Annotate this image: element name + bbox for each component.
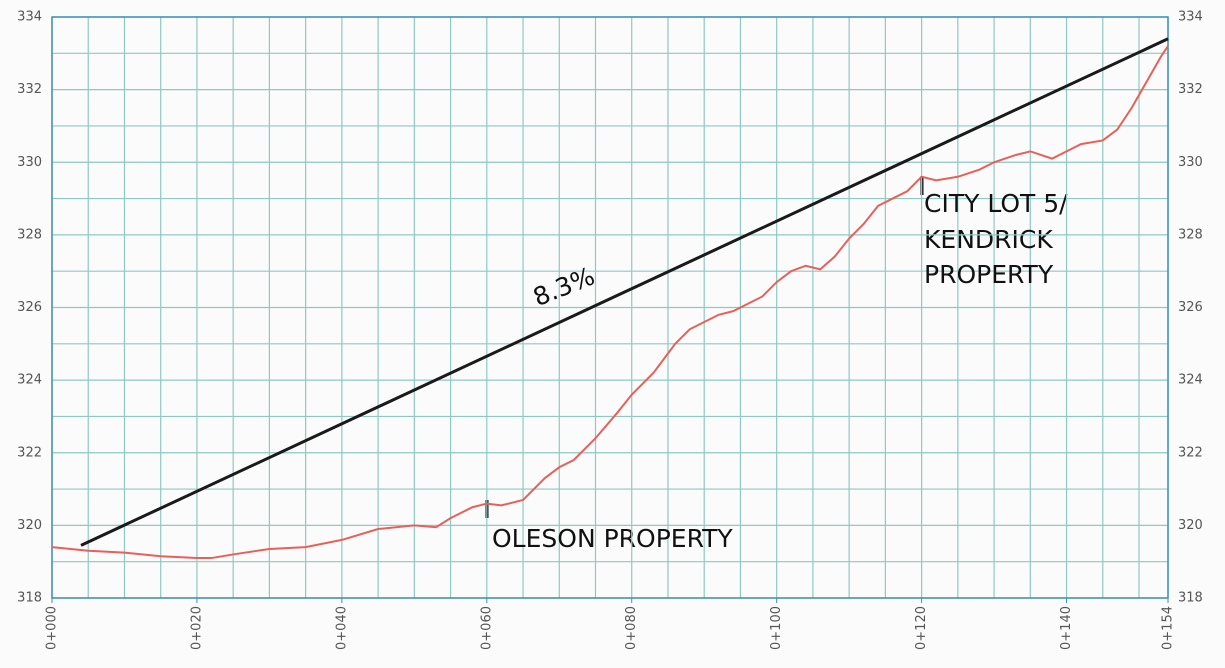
y2-tick-label: 318 — [1178, 591, 1203, 606]
plot-frame — [51, 16, 1169, 599]
x-tick-label: 0+140 — [1059, 606, 1074, 650]
y2-tick-label: 324 — [1178, 373, 1203, 388]
x-tick-label: 0+080 — [624, 606, 639, 650]
series-line — [80, 37, 1169, 547]
y2-tick-label: 328 — [1178, 227, 1203, 242]
y2-tick-label: 334 — [1178, 10, 1203, 25]
y-tick-label: 326 — [17, 300, 42, 315]
x-tick-label: 0+000 — [45, 606, 60, 650]
grade-annotation: 8.3% — [529, 261, 599, 312]
x-tick-label: 0+154 — [1161, 606, 1176, 650]
y-tick-label: 324 — [17, 373, 42, 388]
y2-tick-label: 320 — [1178, 518, 1203, 533]
y2-tick-label: 322 — [1178, 445, 1203, 460]
annotation: OLESON PROPERTY — [492, 524, 733, 553]
x-tick-label: 0+120 — [914, 606, 929, 650]
annotation: KENDRICK — [924, 225, 1053, 254]
y-tick-label: 334 — [17, 10, 42, 25]
annotation: PROPERTY — [924, 260, 1054, 289]
x-tick-label: 0+020 — [189, 606, 204, 650]
annotation: CITY LOT 5/ — [924, 189, 1068, 218]
y-tick-label: 328 — [17, 227, 42, 242]
y-tick-label: 330 — [17, 155, 42, 170]
y2-tick-label: 330 — [1178, 155, 1203, 170]
y2-tick-label: 332 — [1178, 82, 1203, 97]
y2-tick-label: 326 — [1178, 300, 1203, 315]
x-tick-label: 0+060 — [479, 606, 494, 650]
x-tick-label: 0+040 — [334, 606, 349, 650]
y-tick-label: 322 — [17, 445, 42, 460]
y-tick-label: 320 — [17, 518, 42, 533]
x-tick-label: 0+100 — [769, 606, 784, 650]
series-line — [51, 45, 1169, 560]
y-tick-label: 332 — [17, 82, 42, 97]
y-tick-label: 318 — [17, 591, 42, 606]
